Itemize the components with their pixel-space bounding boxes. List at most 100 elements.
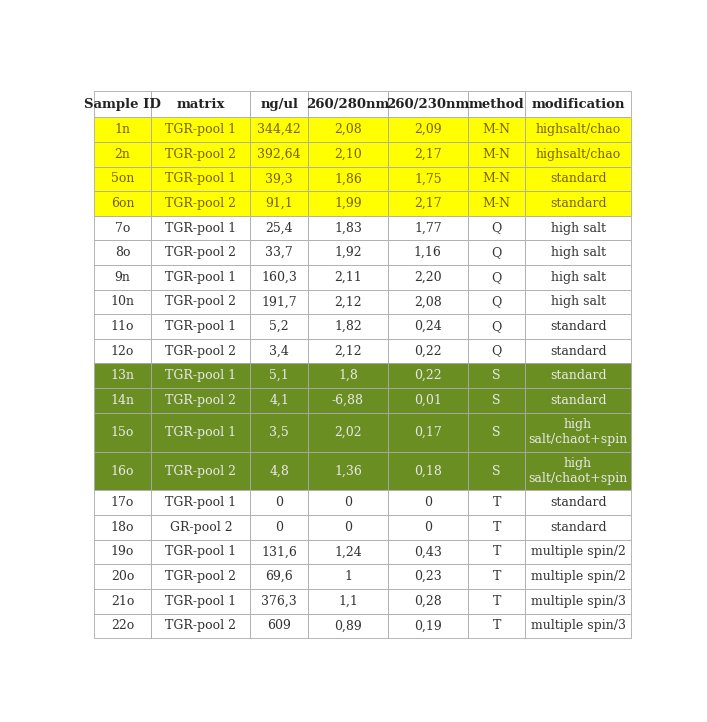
Bar bbox=[308, 451, 388, 490]
Bar bbox=[525, 388, 631, 413]
Bar bbox=[388, 565, 468, 589]
Text: 1: 1 bbox=[344, 570, 352, 583]
Bar bbox=[525, 339, 631, 363]
Text: 14n: 14n bbox=[110, 393, 134, 406]
Bar bbox=[468, 363, 525, 388]
Bar bbox=[468, 515, 525, 539]
Text: M-N: M-N bbox=[483, 173, 510, 186]
Bar bbox=[250, 167, 308, 191]
Text: M-N: M-N bbox=[483, 148, 510, 161]
Text: high salt: high salt bbox=[551, 271, 606, 284]
Bar bbox=[388, 142, 468, 167]
Text: standard: standard bbox=[550, 369, 607, 382]
Bar bbox=[250, 515, 308, 539]
Text: 2,02: 2,02 bbox=[334, 425, 362, 438]
Text: 1,24: 1,24 bbox=[334, 546, 362, 559]
Bar bbox=[388, 240, 468, 265]
Text: TGR-pool 1: TGR-pool 1 bbox=[165, 173, 236, 186]
Bar bbox=[525, 191, 631, 216]
Bar bbox=[250, 314, 308, 339]
Text: 5on: 5on bbox=[111, 173, 134, 186]
Bar bbox=[525, 167, 631, 191]
Bar bbox=[388, 339, 468, 363]
Bar bbox=[388, 589, 468, 614]
Bar bbox=[525, 614, 631, 638]
Bar bbox=[250, 339, 308, 363]
Bar bbox=[308, 216, 388, 240]
Text: 131,6: 131,6 bbox=[262, 546, 297, 559]
Text: TGR-pool 2: TGR-pool 2 bbox=[165, 570, 236, 583]
Bar bbox=[308, 515, 388, 539]
Bar bbox=[94, 388, 151, 413]
Bar bbox=[525, 539, 631, 565]
Bar bbox=[151, 339, 250, 363]
Bar bbox=[250, 216, 308, 240]
Bar bbox=[250, 117, 308, 142]
Text: 376,3: 376,3 bbox=[262, 595, 297, 608]
Bar bbox=[388, 413, 468, 451]
Text: standard: standard bbox=[550, 320, 607, 333]
Text: modification: modification bbox=[532, 97, 625, 110]
Bar bbox=[468, 388, 525, 413]
Text: 0,22: 0,22 bbox=[414, 344, 442, 357]
Bar bbox=[151, 216, 250, 240]
Text: 2,11: 2,11 bbox=[334, 271, 362, 284]
Bar bbox=[94, 614, 151, 638]
Text: 1,36: 1,36 bbox=[334, 464, 362, 477]
Bar bbox=[308, 339, 388, 363]
Text: standard: standard bbox=[550, 393, 607, 406]
Bar bbox=[308, 167, 388, 191]
Text: 0,01: 0,01 bbox=[414, 393, 442, 406]
Text: TGR-pool 2: TGR-pool 2 bbox=[165, 246, 236, 259]
Text: 1,99: 1,99 bbox=[334, 197, 362, 210]
Text: S: S bbox=[492, 425, 501, 438]
Text: 19o: 19o bbox=[111, 546, 134, 559]
Text: TGR-pool 1: TGR-pool 1 bbox=[165, 320, 236, 333]
Text: standard: standard bbox=[550, 344, 607, 357]
Bar bbox=[250, 363, 308, 388]
Bar bbox=[94, 363, 151, 388]
Bar bbox=[250, 589, 308, 614]
Text: Q: Q bbox=[491, 271, 502, 284]
Bar bbox=[308, 363, 388, 388]
Text: 17o: 17o bbox=[111, 496, 134, 509]
Bar bbox=[308, 413, 388, 451]
Text: 0,24: 0,24 bbox=[414, 320, 442, 333]
Text: 0: 0 bbox=[424, 496, 432, 509]
Bar bbox=[525, 240, 631, 265]
Bar bbox=[308, 265, 388, 290]
Bar bbox=[308, 589, 388, 614]
Text: TGR-pool 1: TGR-pool 1 bbox=[165, 222, 236, 235]
Bar bbox=[388, 265, 468, 290]
Text: method: method bbox=[469, 97, 525, 110]
Bar bbox=[94, 240, 151, 265]
Text: multiple spin/2: multiple spin/2 bbox=[531, 570, 626, 583]
Bar bbox=[388, 451, 468, 490]
Bar bbox=[151, 91, 250, 117]
Bar bbox=[525, 314, 631, 339]
Text: 5,2: 5,2 bbox=[269, 320, 289, 333]
Bar bbox=[308, 490, 388, 515]
Bar bbox=[308, 565, 388, 589]
Text: 344,42: 344,42 bbox=[257, 123, 301, 136]
Text: 11o: 11o bbox=[111, 320, 134, 333]
Bar bbox=[250, 91, 308, 117]
Bar bbox=[250, 539, 308, 565]
Bar bbox=[250, 565, 308, 589]
Text: 13n: 13n bbox=[110, 369, 134, 382]
Text: 609: 609 bbox=[267, 619, 291, 632]
Text: M-N: M-N bbox=[483, 197, 510, 210]
Text: TGR-pool 1: TGR-pool 1 bbox=[165, 369, 236, 382]
Bar bbox=[94, 167, 151, 191]
Bar bbox=[388, 490, 468, 515]
Text: highsalt/chao: highsalt/chao bbox=[535, 123, 621, 136]
Text: ng/ul: ng/ul bbox=[260, 97, 298, 110]
Bar bbox=[94, 265, 151, 290]
Text: 0: 0 bbox=[275, 521, 284, 534]
Bar bbox=[151, 191, 250, 216]
Bar bbox=[525, 216, 631, 240]
Text: 0: 0 bbox=[424, 521, 432, 534]
Text: 0: 0 bbox=[344, 496, 352, 509]
Text: 1,8: 1,8 bbox=[338, 369, 358, 382]
Text: 20o: 20o bbox=[111, 570, 134, 583]
